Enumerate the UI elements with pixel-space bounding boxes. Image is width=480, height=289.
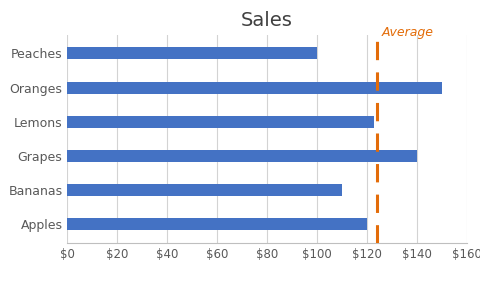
Bar [67,150,416,162]
Bar [67,116,373,128]
Bar [67,218,366,230]
Bar [67,184,341,196]
Bar [67,47,316,60]
Bar [67,81,441,94]
Text: Average: Average [381,26,433,39]
Title: Sales: Sales [240,11,292,30]
